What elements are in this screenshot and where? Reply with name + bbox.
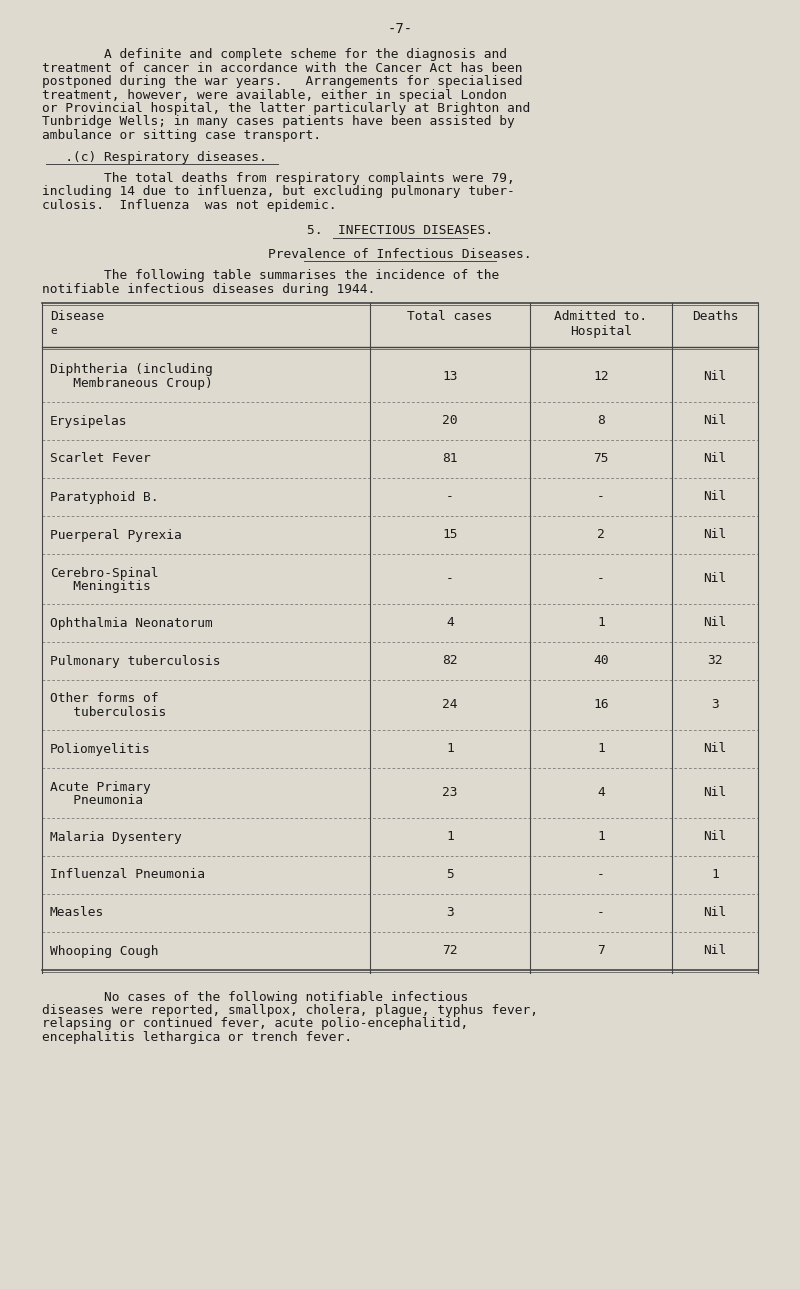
Text: Deaths: Deaths [692,311,738,324]
Text: -: - [597,491,605,504]
Text: 15: 15 [442,528,458,541]
Text: Hospital: Hospital [570,325,632,338]
Text: 1: 1 [446,830,454,843]
Text: -: - [597,869,605,882]
Text: 8: 8 [597,415,605,428]
Text: Malaria Dysentery: Malaria Dysentery [50,830,182,843]
Text: 1: 1 [597,830,605,843]
Text: Ophthalmia Neonatorum: Ophthalmia Neonatorum [50,616,213,629]
Text: Measles: Measles [50,906,104,919]
Text: 23: 23 [442,786,458,799]
Text: Cerebro-Spinal: Cerebro-Spinal [50,566,158,580]
Text: 24: 24 [442,699,458,712]
Text: 13: 13 [442,370,458,383]
Text: A definite and complete scheme for the diagnosis and: A definite and complete scheme for the d… [42,48,507,61]
Text: 32: 32 [707,655,722,668]
Text: .(c) Respiratory diseases.: .(c) Respiratory diseases. [42,151,266,164]
Text: The total deaths from respiratory complaints were 79,: The total deaths from respiratory compla… [42,171,514,186]
Text: No cases of the following notifiable infectious: No cases of the following notifiable inf… [42,990,468,1004]
Text: 72: 72 [442,945,458,958]
Text: Nil: Nil [703,491,726,504]
Text: postponed during the war years.   Arrangements for specialised: postponed during the war years. Arrangem… [42,75,522,88]
Text: treatment of cancer in accordance with the Cancer Act has been: treatment of cancer in accordance with t… [42,62,522,75]
Text: Nil: Nil [703,906,726,919]
Text: Membraneous Croup): Membraneous Croup) [50,376,213,391]
Text: Paratyphoid B.: Paratyphoid B. [50,491,158,504]
Text: 3: 3 [711,699,719,712]
Text: Nil: Nil [703,370,726,383]
Text: 5: 5 [446,869,454,882]
Text: -: - [597,572,605,585]
Text: 7: 7 [597,945,605,958]
Text: Nil: Nil [703,452,726,465]
Text: -: - [446,572,454,585]
Text: Scarlet Fever: Scarlet Fever [50,452,150,465]
Text: relapsing or continued fever, acute polio-encephalitid,: relapsing or continued fever, acute poli… [42,1017,468,1030]
Text: Admitted to.: Admitted to. [554,311,647,324]
Text: 1: 1 [597,616,605,629]
Text: -7-: -7- [387,22,413,36]
Text: 82: 82 [442,655,458,668]
Text: Nil: Nil [703,742,726,755]
Text: -: - [446,491,454,504]
Text: 3: 3 [446,906,454,919]
Text: 12: 12 [594,370,609,383]
Text: 20: 20 [442,415,458,428]
Text: Nil: Nil [703,945,726,958]
Text: Nil: Nil [703,528,726,541]
Text: Erysipelas: Erysipelas [50,415,127,428]
Text: 5.  INFECTIOUS DISEASES.: 5. INFECTIOUS DISEASES. [307,224,493,237]
Text: 40: 40 [594,655,609,668]
Text: tuberculosis: tuberculosis [50,706,166,719]
Text: Disease: Disease [50,311,104,324]
Text: 1: 1 [711,869,719,882]
Text: diseases were reported, smallpox, cholera, plague, typhus fever,: diseases were reported, smallpox, choler… [42,1004,538,1017]
Text: Nil: Nil [703,830,726,843]
Text: ambulance or sitting case transport.: ambulance or sitting case transport. [42,129,321,142]
Text: Pulmonary tuberculosis: Pulmonary tuberculosis [50,655,221,668]
Text: culosis.  Influenza  was not epidemic.: culosis. Influenza was not epidemic. [42,199,337,211]
Text: Total cases: Total cases [407,311,493,324]
Text: notifiable infectious diseases during 1944.: notifiable infectious diseases during 19… [42,284,375,296]
Text: Meningitis: Meningitis [50,580,150,593]
Text: or Provincial hospital, the latter particularly at Brighton and: or Provincial hospital, the latter parti… [42,102,530,115]
Text: Pneumonia: Pneumonia [50,794,143,807]
Text: 75: 75 [594,452,609,465]
Text: 2: 2 [597,528,605,541]
Text: Poliomyelitis: Poliomyelitis [50,742,150,755]
Text: 1: 1 [597,742,605,755]
Text: Acute Primary: Acute Primary [50,781,150,794]
Text: 1: 1 [446,742,454,755]
Text: Puerperal Pyrexia: Puerperal Pyrexia [50,528,182,541]
Text: treatment, however, were available, either in special London: treatment, however, were available, eith… [42,89,507,102]
Text: 16: 16 [594,699,609,712]
Text: Other forms of: Other forms of [50,692,158,705]
Text: The following table summarises the incidence of the: The following table summarises the incid… [42,269,499,282]
Text: Nil: Nil [703,415,726,428]
Text: Nil: Nil [703,616,726,629]
Text: Prevalence of Infectious Diseases.: Prevalence of Infectious Diseases. [268,247,532,260]
Text: 4: 4 [446,616,454,629]
Text: encephalitis lethargica or trench fever.: encephalitis lethargica or trench fever. [42,1031,352,1044]
Text: Whooping Cough: Whooping Cough [50,945,158,958]
Text: Nil: Nil [703,572,726,585]
Text: including 14 due to influenza, but excluding pulmonary tuber-: including 14 due to influenza, but exclu… [42,186,514,199]
Text: 81: 81 [442,452,458,465]
Text: Tunbridge Wells; in many cases patients have been assisted by: Tunbridge Wells; in many cases patients … [42,116,514,129]
Text: 4: 4 [597,786,605,799]
Text: Influenzal Pneumonia: Influenzal Pneumonia [50,869,205,882]
Text: e: e [50,326,57,336]
Text: Diphtheria (including: Diphtheria (including [50,363,213,376]
Text: Nil: Nil [703,786,726,799]
Text: -: - [597,906,605,919]
